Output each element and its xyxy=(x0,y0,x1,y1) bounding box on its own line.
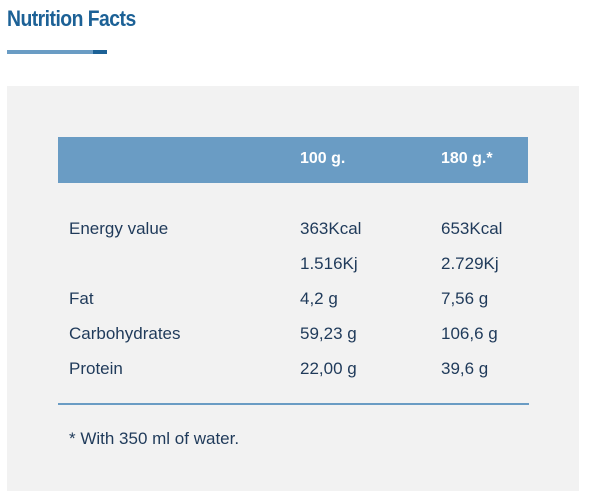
value-180g: 7,56 g xyxy=(441,289,489,308)
table-row: Energy value 363Kcal 653Kcal xyxy=(58,212,528,247)
nutrient-name: Fat xyxy=(69,289,94,308)
value-180g: 106,6 g xyxy=(441,324,498,343)
value-180g: 2.729Kj xyxy=(441,254,499,273)
nutrition-panel: 100 g. 180 g.* Energy value 363Kcal 653K… xyxy=(7,86,579,491)
table-header: 100 g. 180 g.* xyxy=(58,137,528,183)
header-100g: 100 g. xyxy=(300,150,346,167)
underline-dark-segment xyxy=(93,50,107,54)
value-180g: 653Kcal xyxy=(441,219,503,238)
table-divider xyxy=(58,403,529,405)
header-180g: 180 g.* xyxy=(441,150,493,167)
value-100g: 1.516Kj xyxy=(300,254,358,273)
page-title: Nutrition Facts xyxy=(7,6,136,31)
title-underline xyxy=(7,50,107,54)
nutrient-name: Carbohydrates xyxy=(69,324,181,343)
value-100g: 363Kcal xyxy=(300,219,362,238)
table-row: 1.516Kj 2.729Kj xyxy=(58,247,528,282)
footnote: * With 350 ml of water. xyxy=(69,429,240,448)
nutrient-name: Energy value xyxy=(69,219,169,238)
underline-light-segment xyxy=(7,50,93,54)
value-100g: 22,00 g xyxy=(300,359,357,378)
table-row: Protein 22,00 g 39,6 g xyxy=(58,352,528,387)
value-100g: 4,2 g xyxy=(300,289,338,308)
value-180g: 39,6 g xyxy=(441,359,489,378)
nutrient-name: Protein xyxy=(69,359,123,378)
value-100g: 59,23 g xyxy=(300,324,357,343)
table-row: Carbohydrates 59,23 g 106,6 g xyxy=(58,317,528,352)
table-row: Fat 4,2 g 7,56 g xyxy=(58,282,528,317)
